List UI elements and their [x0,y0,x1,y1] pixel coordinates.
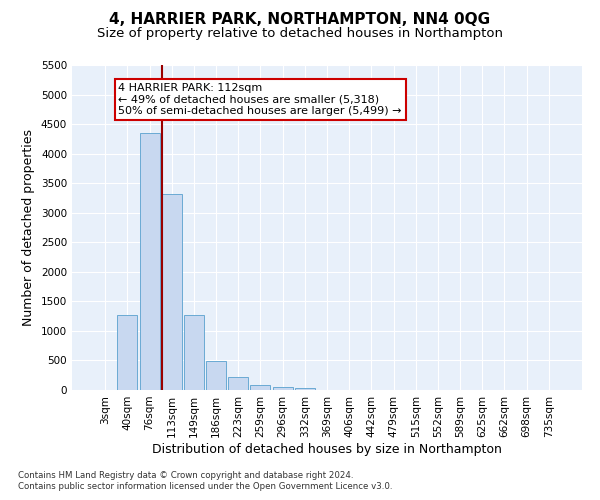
Text: 4 HARRIER PARK: 112sqm
← 49% of detached houses are smaller (5,318)
50% of semi-: 4 HARRIER PARK: 112sqm ← 49% of detached… [118,82,402,116]
Y-axis label: Number of detached properties: Number of detached properties [22,129,35,326]
Bar [118,315,137,390]
Bar [272,387,293,390]
Bar [140,133,160,390]
Text: Size of property relative to detached houses in Northampton: Size of property relative to detached ho… [97,28,503,40]
Text: Contains public sector information licensed under the Open Government Licence v3: Contains public sector information licen… [18,482,392,491]
Text: Contains HM Land Registry data © Crown copyright and database right 2024.: Contains HM Land Registry data © Crown c… [18,470,353,480]
Text: 4, HARRIER PARK, NORTHAMPTON, NN4 0QG: 4, HARRIER PARK, NORTHAMPTON, NN4 0QG [109,12,491,28]
Bar [295,388,315,390]
X-axis label: Distribution of detached houses by size in Northampton: Distribution of detached houses by size … [152,442,502,456]
Bar [162,194,182,390]
Bar [228,378,248,390]
Bar [250,386,271,390]
Bar [184,315,204,390]
Bar [206,361,226,390]
